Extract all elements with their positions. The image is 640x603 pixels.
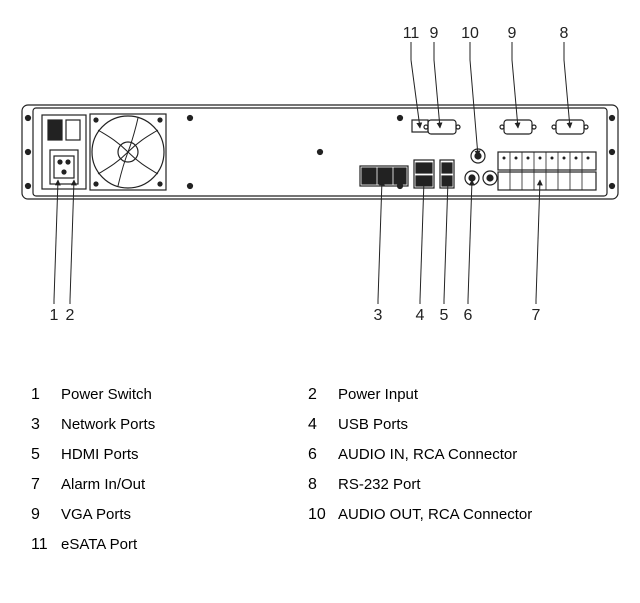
legend-num: 5 [30, 440, 60, 470]
legend-label: Network Ports [60, 410, 307, 440]
callout-number: 2 [66, 307, 75, 324]
rear-panel-diagram: 11 9 10 9 8 12 3 456 7 [0, 0, 640, 360]
legend-num: 3 [30, 410, 60, 440]
legend-label: AUDIO IN, RCA Connector [337, 440, 584, 470]
legend-num: 8 [307, 470, 337, 500]
legend-num: 4 [307, 410, 337, 440]
legend-label: eSATA Port [60, 530, 307, 560]
legend-label: Alarm In/Out [60, 470, 307, 500]
legend-num: 6 [307, 440, 337, 470]
callout-number: 7 [532, 307, 541, 324]
callout-number: 5 [440, 307, 449, 324]
rear-panel [22, 105, 618, 199]
hdmi-ports [440, 160, 454, 188]
usb-ports [414, 160, 434, 188]
callout-number: 8 [560, 25, 569, 42]
legend-num: 9 [30, 500, 60, 530]
callout-number: 6 [464, 307, 473, 324]
legend-label: HDMI Ports [60, 440, 307, 470]
legend-label: Power Switch [60, 380, 307, 410]
legend-label: USB Ports [337, 410, 584, 440]
callout-number: 3 [374, 307, 383, 324]
callout-number: 9 [430, 25, 439, 42]
legend-label: RS-232 Port [337, 470, 584, 500]
legend-num: 1 [30, 380, 60, 410]
alarm-io [498, 152, 596, 190]
legend-num: 11 [30, 530, 60, 560]
callout-number: 4 [416, 307, 425, 324]
callout-number: 9 [508, 25, 517, 42]
legend-num: 10 [307, 500, 337, 530]
vga-left [424, 120, 460, 134]
network-ports [360, 166, 408, 186]
legend-label: Power Input [337, 380, 584, 410]
callout-number: 11 [403, 25, 420, 42]
legend-num: 7 [30, 470, 60, 500]
callout-number: 10 [461, 25, 479, 42]
legend: 1Power Switch2Power Input 3Network Ports4… [30, 380, 610, 560]
legend-num: 2 [307, 380, 337, 410]
legend-label: AUDIO OUT, RCA Connector [337, 500, 584, 530]
callout-number: 1 [50, 307, 59, 324]
legend-label: VGA Ports [60, 500, 307, 530]
